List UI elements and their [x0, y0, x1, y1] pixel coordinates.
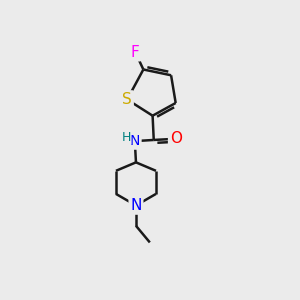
- Text: H: H: [121, 131, 131, 144]
- Text: F: F: [131, 45, 140, 60]
- Text: N: N: [130, 198, 142, 213]
- Text: S: S: [122, 92, 132, 107]
- Text: O: O: [170, 131, 182, 146]
- Text: N: N: [130, 134, 140, 148]
